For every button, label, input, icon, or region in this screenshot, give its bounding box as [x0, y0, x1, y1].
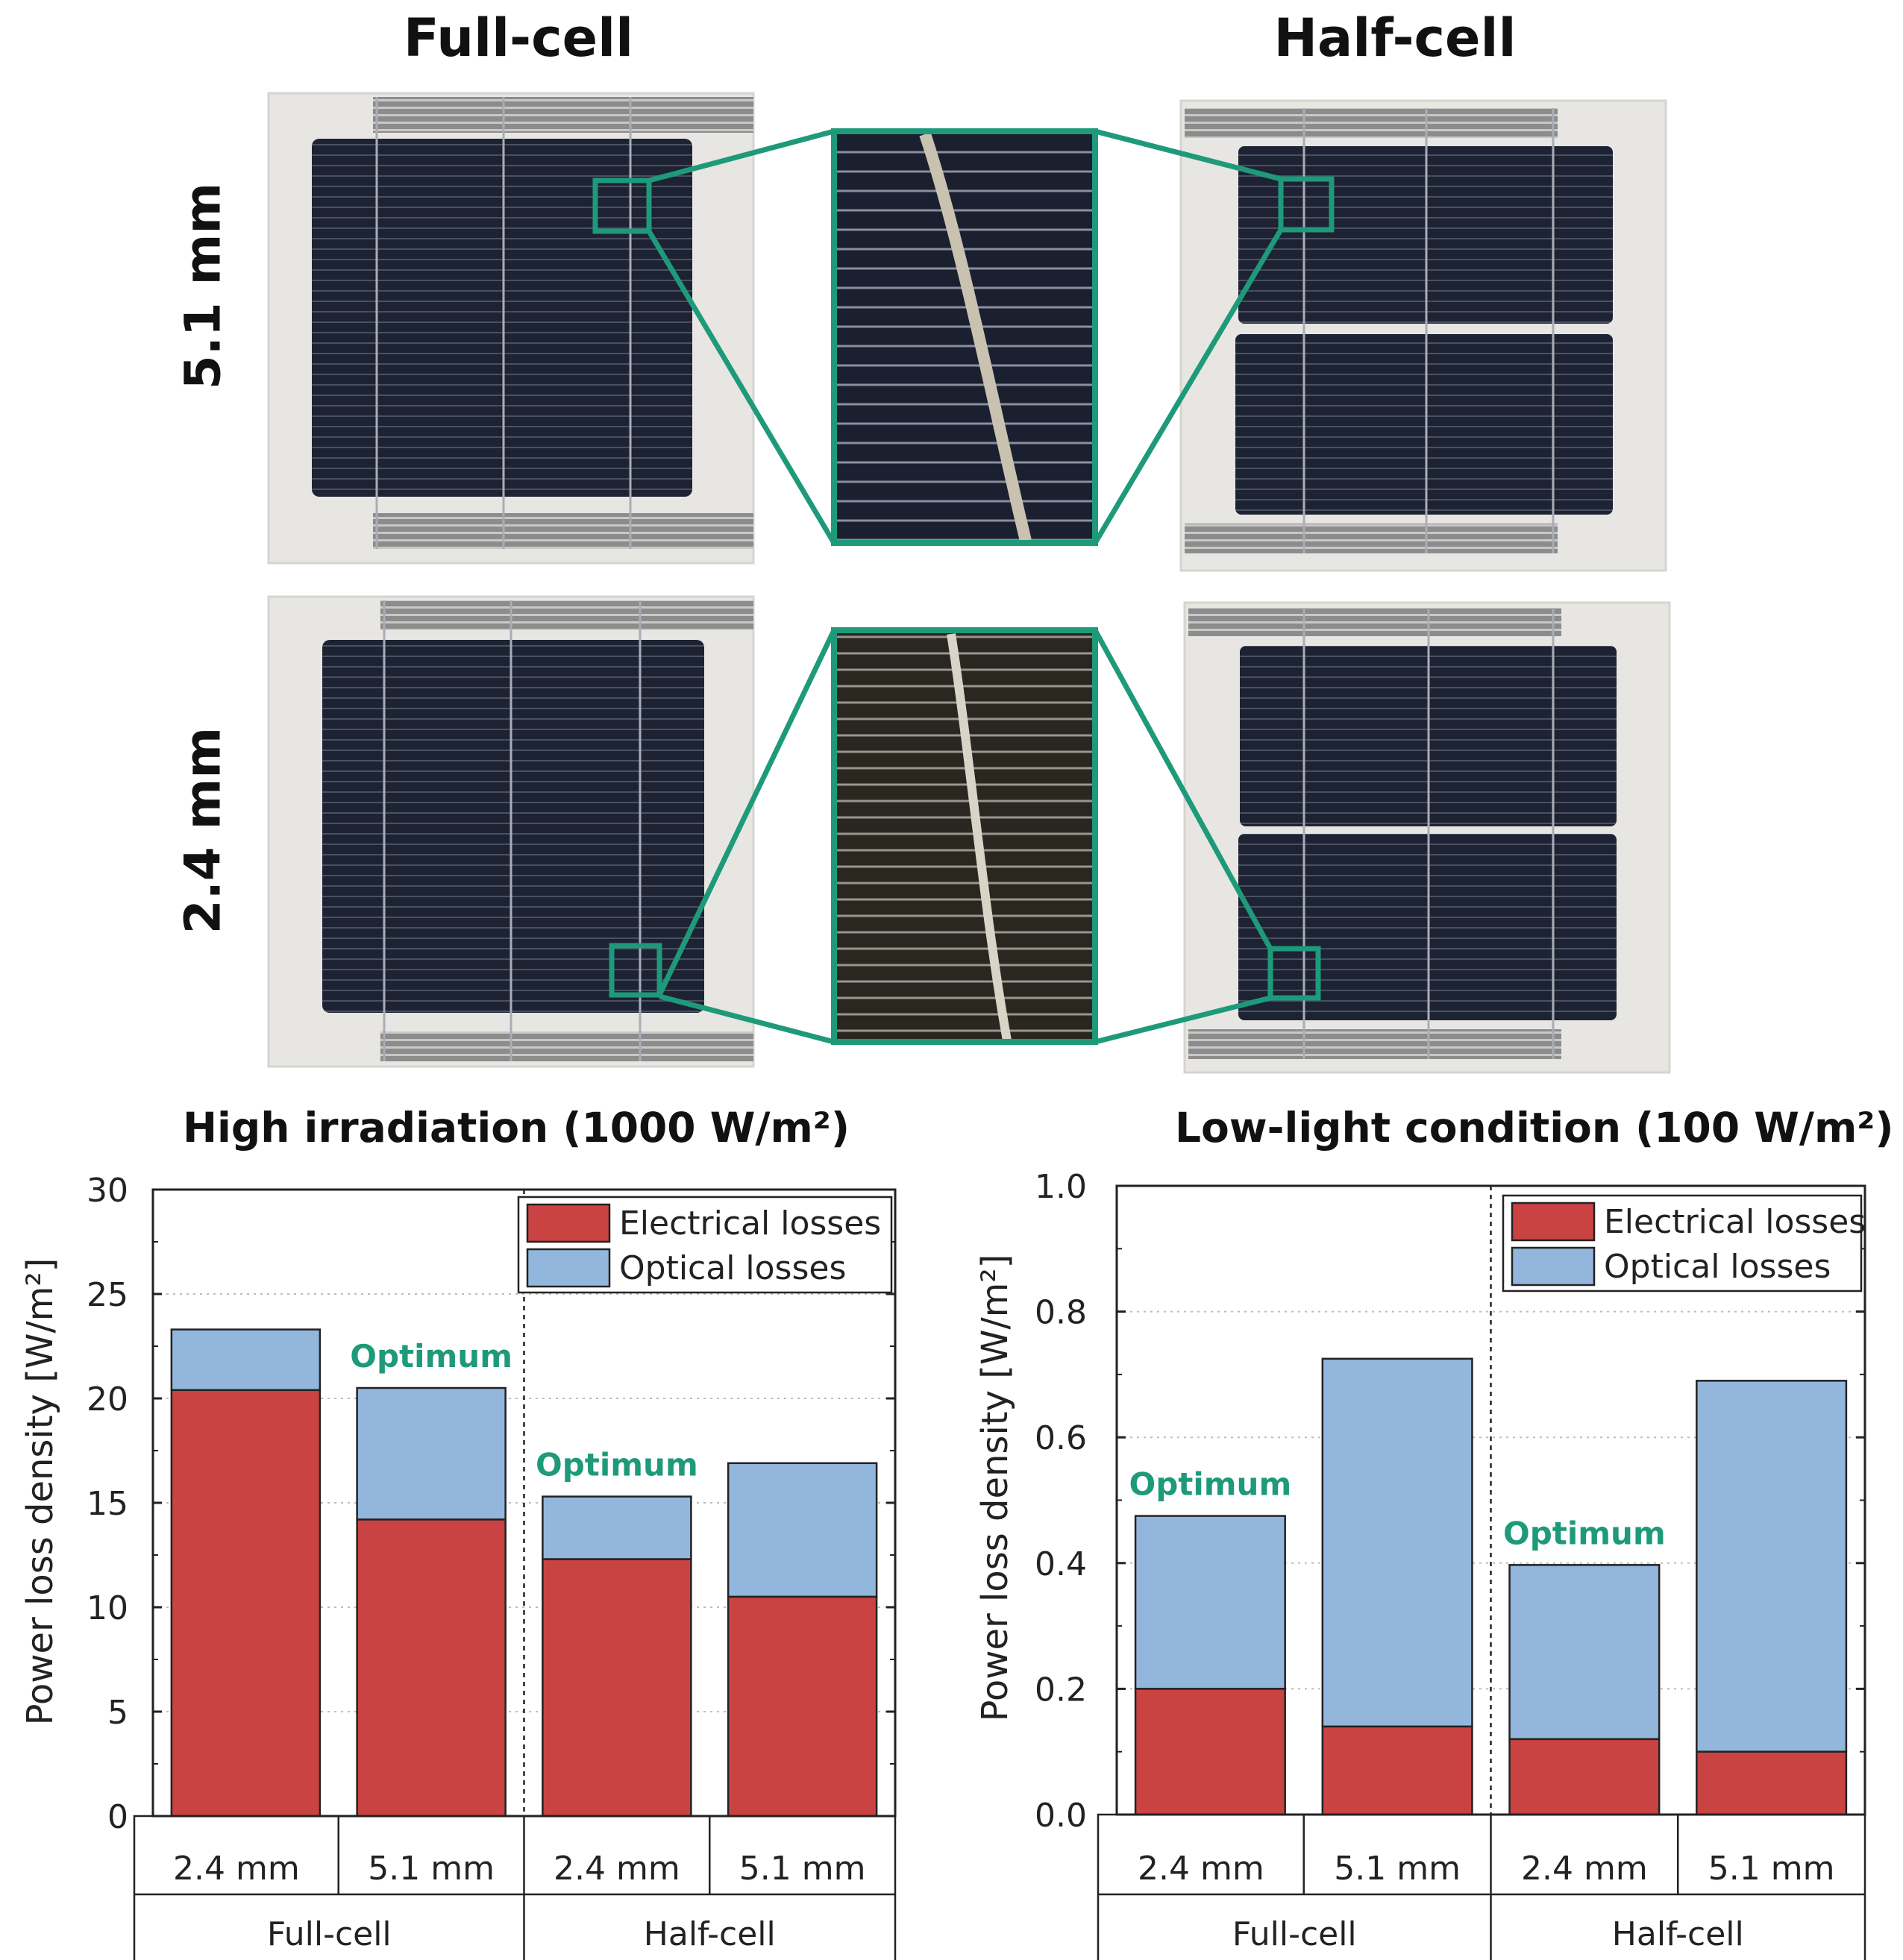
- y-tick-label: 25: [87, 1276, 128, 1314]
- bar-optical-losses: [1508, 1564, 1661, 1741]
- bar-optical-losses: [542, 1495, 692, 1560]
- y-tick-label: 0.6: [1035, 1419, 1087, 1457]
- legend-swatch: [526, 1248, 611, 1288]
- group-label: Half-cell: [1612, 1915, 1744, 1953]
- y-tick-label: 0.2: [1035, 1671, 1087, 1709]
- optimum-annotation: Optimum: [350, 1338, 512, 1375]
- category-label: 2.4 mm: [1138, 1850, 1264, 1888]
- y-tick-label: 0.0: [1035, 1797, 1087, 1835]
- bar-electrical-losses: [1134, 1688, 1286, 1816]
- bar-optical-losses: [1134, 1515, 1286, 1690]
- category-label: 2.4 mm: [1521, 1850, 1648, 1888]
- y-tick-label: 1.0: [1035, 1168, 1087, 1206]
- bar-optical-losses: [356, 1386, 507, 1521]
- zoom-inset-2-4mm: [656, 627, 1273, 1045]
- chart-low-light: 0.0 0.2 0.4 0.6 0.8 1.0 2.4 mm 5.1 mm 2.4 mm 5.1…: [974, 1168, 1866, 1960]
- y-tick-label: 0.4: [1035, 1545, 1087, 1583]
- group-label: Full-cell: [1232, 1915, 1357, 1953]
- photo-half-cell-2-4mm: [1183, 601, 1671, 1074]
- category-label: 5.1 mm: [1334, 1850, 1461, 1888]
- photo-full-cell-5-1mm: [267, 92, 755, 565]
- column-title-full-cell: Full-cell: [403, 7, 634, 69]
- zoom-inset-5-1mm: [646, 128, 1284, 546]
- y-tick-label: 30: [87, 1172, 128, 1210]
- bar-electrical-losses: [1321, 1725, 1473, 1816]
- chart-title-high: High irradiation (1000 W/m²): [183, 1104, 850, 1152]
- y-axis-label-high: Power loss density [W/m²]: [19, 1258, 61, 1726]
- category-label: 2.4 mm: [173, 1850, 300, 1888]
- category-table: [133, 1815, 897, 1960]
- legend-label: Electrical losses: [1604, 1203, 1866, 1241]
- group-label: Half-cell: [644, 1915, 776, 1953]
- group-label: Full-cell: [267, 1915, 392, 1953]
- bar-optical-losses: [170, 1328, 322, 1392]
- legend-label: Optical losses: [619, 1249, 846, 1287]
- y-tick-label: 15: [87, 1485, 128, 1523]
- optimum-annotation: Optimum: [1503, 1515, 1666, 1551]
- optimum-annotation: Optimum: [1129, 1466, 1292, 1503]
- y-tick-label: 5: [107, 1694, 128, 1732]
- chart-high-irradiation: 0 5 10 15 20 25 30 2.4 mm 5.1 mm 2.4 mm 5.1 mm Ful…: [19, 1172, 897, 1960]
- bar-electrical-losses: [1696, 1750, 1848, 1816]
- category-label: 2.4 mm: [554, 1850, 680, 1888]
- chart-title-low: Low-light condition (100 W/m²): [1175, 1104, 1894, 1152]
- optimum-annotation: Optimum: [536, 1447, 698, 1483]
- y-axis-label-low: Power loss density [W/m²]: [974, 1254, 1016, 1722]
- bar-electrical-losses: [1508, 1738, 1661, 1816]
- legend-label: Electrical losses: [619, 1204, 881, 1243]
- y-tick-label: 20: [87, 1381, 128, 1419]
- bar-electrical-losses: [170, 1389, 322, 1818]
- legend-swatch: [526, 1203, 611, 1243]
- bar-optical-losses: [1696, 1380, 1848, 1753]
- category-label: 5.1 mm: [1708, 1850, 1835, 1888]
- bar-electrical-losses: [727, 1595, 878, 1818]
- bar-optical-losses: [727, 1462, 878, 1598]
- category-table: [1097, 1813, 1866, 1960]
- y-tick-label: 10: [87, 1589, 128, 1627]
- y-tick-label: 0: [107, 1798, 128, 1836]
- cell-photos: [267, 92, 1671, 1074]
- category-label: 5.1 mm: [368, 1850, 495, 1888]
- bar-optical-losses: [1321, 1357, 1473, 1728]
- legend-swatch: [1511, 1246, 1596, 1287]
- photo-half-cell-5-1mm: [1179, 99, 1667, 572]
- bar-electrical-losses: [542, 1558, 692, 1818]
- photo-full-cell-2-4mm: [267, 595, 755, 1068]
- category-label: 5.1 mm: [739, 1850, 866, 1888]
- column-title-half-cell: Half-cell: [1273, 7, 1517, 69]
- y-tick-label: 0.8: [1035, 1294, 1087, 1332]
- legend-swatch: [1511, 1202, 1596, 1242]
- legend-label: Optical losses: [1604, 1248, 1831, 1286]
- bar-electrical-losses: [356, 1518, 507, 1818]
